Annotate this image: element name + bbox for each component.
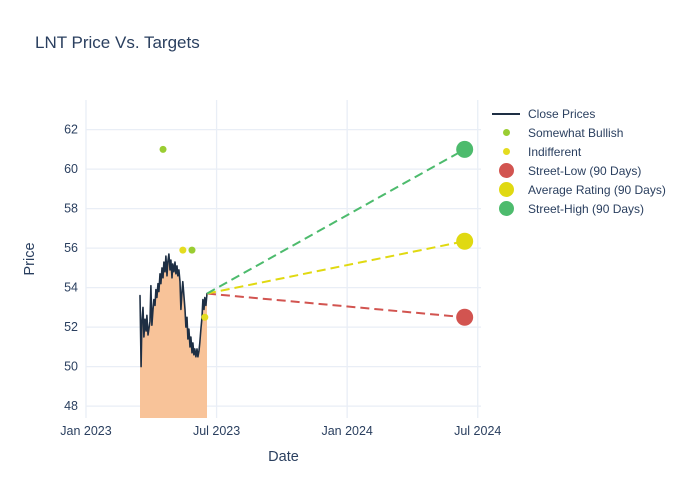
y-tick-label: 60 xyxy=(64,162,78,176)
x-tick-label: Jan 2023 xyxy=(60,424,111,438)
legend-dot-swatch-icon xyxy=(488,163,524,178)
target-marker xyxy=(456,308,474,326)
legend-dot-swatch-icon xyxy=(488,129,524,136)
legend-dot-swatch-icon xyxy=(488,182,524,197)
rating-dot xyxy=(179,246,187,254)
y-tick-label: 50 xyxy=(64,360,78,374)
y-tick-label: 56 xyxy=(64,241,78,255)
y-tick-label: 62 xyxy=(64,123,78,137)
legend-item-indifferent[interactable]: Indifferent xyxy=(488,142,666,161)
legend-item-label: Somewhat Bullish xyxy=(528,125,624,140)
y-tick-label: 54 xyxy=(64,281,78,295)
target-trend-line xyxy=(206,240,465,295)
legend-dot-swatch-icon xyxy=(488,148,524,155)
target-trend-line xyxy=(206,148,466,295)
y-axis-title: Price xyxy=(22,242,38,275)
target-marker xyxy=(456,232,474,250)
chart-title: LNT Price Vs. Targets xyxy=(35,33,200,52)
legend-dot-swatch-icon xyxy=(488,201,524,216)
x-axis-title: Date xyxy=(268,449,299,465)
legend-item-label: Street-High (90 Days) xyxy=(528,201,645,216)
close-prices-area xyxy=(140,254,207,418)
rating-dot xyxy=(201,313,209,321)
legend-item-label: Indifferent xyxy=(528,144,582,159)
x-tick-label: Jul 2024 xyxy=(454,424,501,438)
legend-item-street-high-90-days[interactable]: Street-High (90 Days) xyxy=(488,199,666,218)
legend-item-street-low-90-days[interactable]: Street-Low (90 Days) xyxy=(488,161,666,180)
y-tick-label: 52 xyxy=(64,320,78,334)
y-tick-label: 58 xyxy=(64,202,78,216)
close-prices-line xyxy=(139,253,208,368)
x-tick-label: Jan 2024 xyxy=(321,424,372,438)
legend-item-label: Street-Low (90 Days) xyxy=(528,163,642,178)
target-marker xyxy=(456,140,474,158)
rating-dot xyxy=(188,246,196,254)
gridlines xyxy=(85,100,481,418)
x-tick-label: Jul 2023 xyxy=(193,424,240,438)
legend-item-label: Close Prices xyxy=(528,106,596,121)
legend: Close Prices Somewhat Bullish Indifferent S… xyxy=(488,104,666,218)
legend-item-label: Average Rating (90 Days) xyxy=(528,182,666,197)
rating-dot xyxy=(159,145,167,153)
legend-item-close-prices[interactable]: Close Prices xyxy=(488,104,666,123)
legend-item-average-rating-90-days[interactable]: Average Rating (90 Days) xyxy=(488,180,666,199)
y-tick-label: 48 xyxy=(64,399,78,413)
target-trend-line xyxy=(206,292,465,319)
legend-line-swatch-icon xyxy=(488,112,524,115)
legend-item-somewhat-bullish[interactable]: Somewhat Bullish xyxy=(488,123,666,142)
